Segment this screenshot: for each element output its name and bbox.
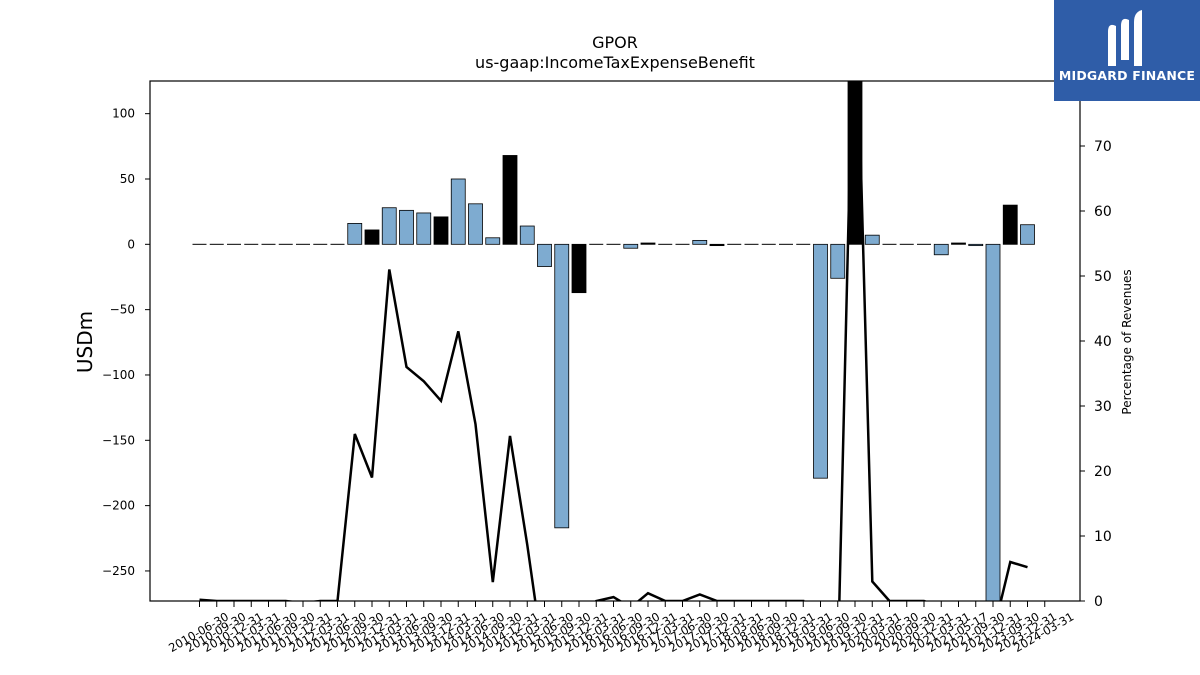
logo-text: MIDGARD FINANCE	[1058, 68, 1196, 83]
x-axis: 2010-06-302010-09-302010-12-312011-03-31…	[166, 601, 1076, 655]
bar	[933, 243, 949, 256]
bar	[640, 242, 656, 245]
bar	[468, 203, 483, 245]
bar	[502, 155, 518, 245]
plot-frame	[149, 80, 1081, 602]
y-right-tick-label: 70	[1094, 139, 1112, 155]
bar	[1002, 204, 1018, 245]
y-tick-label: −250	[102, 564, 135, 578]
bar	[347, 223, 363, 245]
bar	[381, 207, 397, 245]
chart-title: GPOR	[592, 33, 638, 52]
y-axis-label-right: Percentage of Revenues	[1120, 269, 1134, 414]
bar	[709, 243, 725, 247]
y-right-tick-label: 50	[1094, 269, 1112, 285]
pct-revenues-line	[199, 81, 1028, 601]
y-right-tick-label: 20	[1094, 464, 1112, 480]
y-right-tick-label: 40	[1094, 334, 1112, 350]
logo-badge: MIDGARD FINANCE	[1054, 0, 1200, 101]
bar	[1020, 224, 1035, 245]
bar	[692, 239, 708, 245]
y-tick-label: 0	[127, 237, 135, 251]
bar	[554, 243, 570, 529]
y-right-tick-label: 60	[1094, 204, 1112, 220]
bar	[985, 243, 1001, 601]
y-tick-label: −100	[102, 368, 135, 382]
bar	[571, 243, 587, 294]
y-right-tick-label: 30	[1094, 399, 1112, 415]
y-right-tick-label: 10	[1094, 529, 1112, 545]
bar	[416, 212, 432, 245]
bar	[813, 243, 828, 479]
bar	[537, 243, 552, 267]
bar	[519, 225, 535, 245]
bars-layer	[192, 81, 1035, 601]
bar	[864, 234, 880, 245]
bar	[364, 229, 380, 245]
y-right-tick-label: 0	[1094, 594, 1103, 610]
bar	[433, 216, 449, 245]
y-axis-label-left: USDm	[73, 311, 97, 373]
bar	[623, 243, 639, 249]
bar	[951, 242, 966, 245]
y-tick-label: −150	[102, 433, 135, 447]
bar	[399, 209, 414, 245]
chart-subtitle: us-gaap:IncomeTaxExpenseBenefit	[475, 53, 755, 72]
y-tick-label: 50	[120, 172, 135, 186]
bar	[450, 178, 466, 245]
y-tick-label: −200	[102, 499, 135, 513]
y-axis-right: 0 10 20 30 40 50 60 70	[1080, 139, 1112, 610]
logo-mark-icon	[1108, 10, 1142, 66]
bar	[968, 243, 984, 247]
y-tick-label: −50	[110, 303, 135, 317]
pct-line-layer	[199, 81, 1028, 601]
y-tick-label: 100	[112, 107, 135, 121]
bar	[485, 237, 501, 245]
y-axis-left: 100 50 0 −50 −100 −150 −200 −250	[102, 107, 150, 578]
bar	[830, 243, 846, 279]
